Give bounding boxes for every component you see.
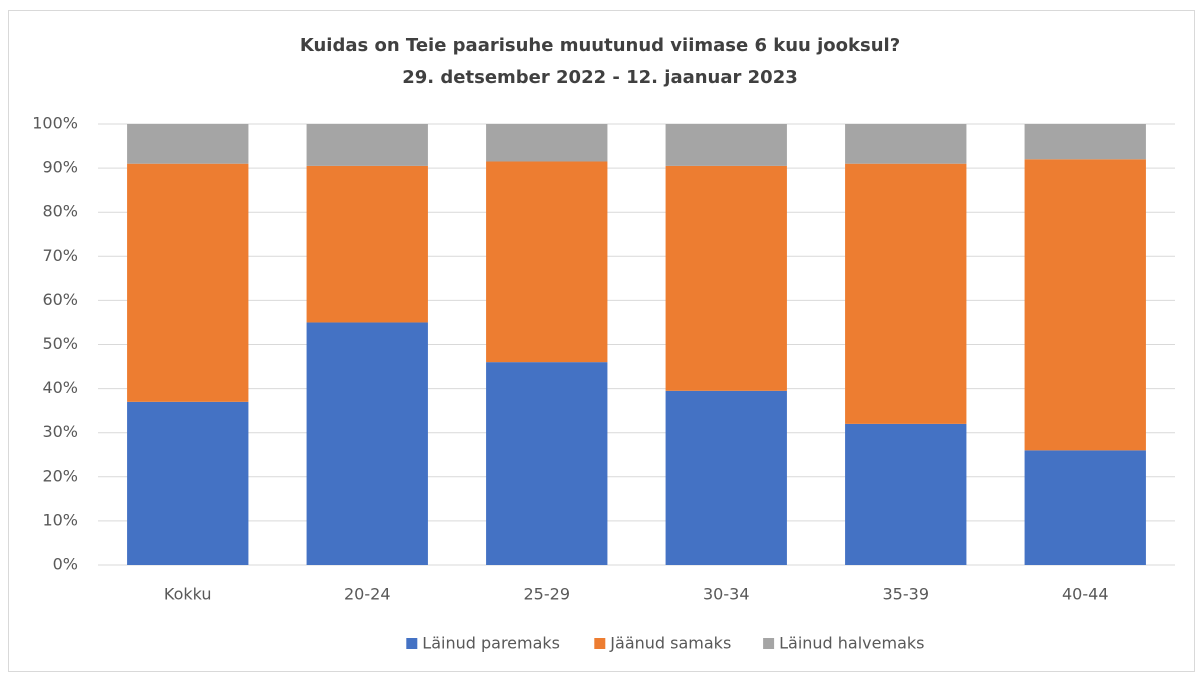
y-tick-label: 50% bbox=[42, 334, 78, 353]
x-tick-label: 20-24 bbox=[344, 585, 391, 604]
legend-swatch bbox=[594, 638, 606, 649]
y-tick-label: 40% bbox=[42, 378, 78, 397]
bar-segment bbox=[486, 362, 608, 565]
bar-segment bbox=[845, 423, 967, 565]
y-tick-label: 30% bbox=[42, 422, 78, 441]
x-tick-label: Kokku bbox=[164, 585, 212, 604]
legend-swatch bbox=[406, 638, 418, 649]
bar-segment bbox=[486, 124, 608, 162]
y-tick-label: 60% bbox=[42, 290, 78, 309]
legend-swatch bbox=[763, 638, 775, 649]
bar-segment bbox=[1024, 159, 1146, 451]
x-tick-label: 30-34 bbox=[703, 585, 750, 604]
y-tick-label: 70% bbox=[42, 246, 78, 265]
x-tick-label: 40-44 bbox=[1062, 585, 1109, 604]
y-tick-label: 80% bbox=[42, 202, 78, 221]
bar-segment bbox=[486, 161, 608, 363]
legend-label: Jäänud samaks bbox=[609, 634, 731, 653]
y-tick-label: 10% bbox=[42, 510, 78, 529]
x-tick-label: 25-29 bbox=[524, 585, 571, 604]
bar-segment bbox=[1024, 450, 1146, 565]
bar-segment bbox=[127, 124, 249, 164]
legend-label: Läinud halvemaks bbox=[779, 634, 924, 653]
bar-segment bbox=[845, 124, 967, 164]
bar-segment bbox=[665, 124, 787, 166]
chart-title: Kuidas on Teie paarisuhe muutunud viimas… bbox=[300, 35, 900, 56]
chart-subtitle: 29. detsember 2022 - 12. jaanuar 2023 bbox=[402, 67, 798, 88]
bar-segment bbox=[845, 163, 967, 424]
x-tick-label: 35-39 bbox=[883, 585, 930, 604]
bar-segment bbox=[306, 124, 428, 166]
bar-segment bbox=[127, 401, 249, 565]
bar-segment bbox=[665, 165, 787, 391]
legend-label: Läinud paremaks bbox=[422, 634, 560, 653]
bar-segment bbox=[127, 163, 249, 402]
bar-segment bbox=[306, 165, 428, 323]
y-tick-label: 100% bbox=[32, 114, 78, 133]
y-tick-label: 90% bbox=[42, 158, 78, 177]
bar-segment bbox=[306, 322, 428, 565]
bar-segment bbox=[665, 390, 787, 565]
y-tick-label: 0% bbox=[53, 555, 78, 574]
bar-segment bbox=[1024, 124, 1146, 160]
y-tick-label: 20% bbox=[42, 466, 78, 485]
